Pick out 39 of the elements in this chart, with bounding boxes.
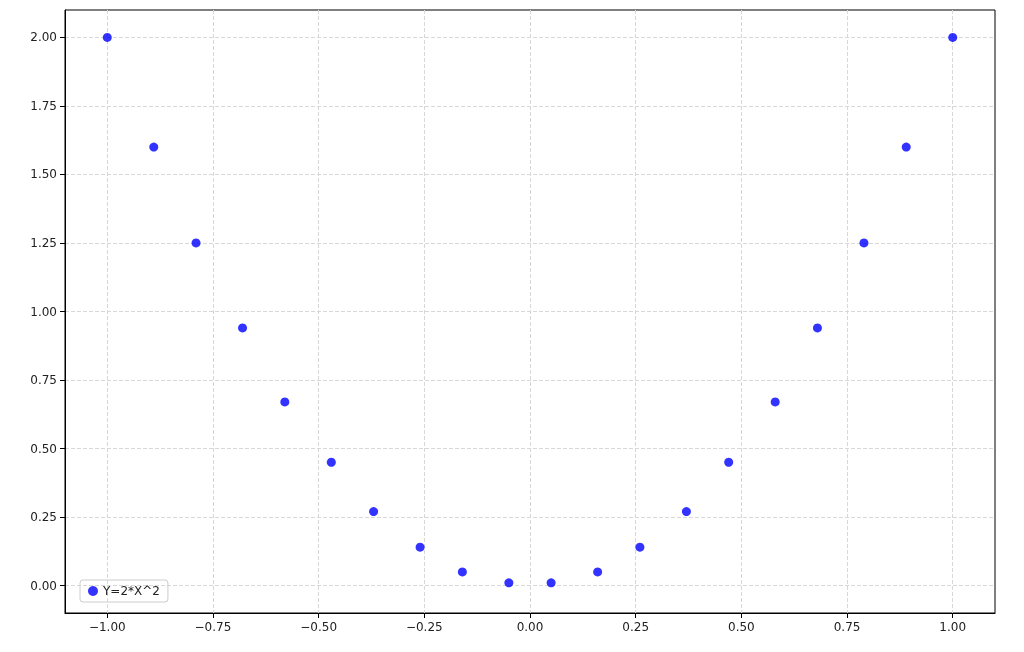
y-tick-label: 1.00: [30, 304, 57, 319]
point: [859, 238, 869, 248]
y-tick-label: 1.50: [30, 167, 57, 182]
point: [191, 238, 201, 248]
point: [238, 323, 248, 333]
x-tick-label: −0.75: [194, 620, 232, 634]
y-tick-label: 2.00: [30, 30, 57, 45]
point: [415, 542, 425, 552]
x-tick-label: 0.25: [622, 620, 650, 634]
x-tick-label: −0.50: [300, 620, 338, 634]
x-tick-label: 0.50: [728, 620, 755, 634]
point: [369, 507, 379, 517]
point: [546, 578, 556, 588]
point: [681, 507, 691, 517]
x-tick-label: 0.75: [833, 620, 861, 634]
point: [770, 397, 780, 407]
y-tick-label: 0.00: [30, 578, 57, 593]
y-tick-label: 1.25: [30, 235, 57, 250]
x-tick-label: −1.00: [88, 620, 126, 634]
point: [280, 397, 290, 407]
y-tick-label: 0.25: [30, 510, 57, 525]
y-tick-label: 1.75: [30, 98, 57, 113]
y-tick-label: 0.75: [30, 373, 57, 388]
point: [812, 323, 822, 333]
point: [326, 457, 336, 467]
point: [948, 32, 958, 42]
x-tick-label: 1.00: [939, 620, 967, 634]
point: [504, 578, 514, 588]
point: [102, 32, 112, 42]
point: [457, 567, 467, 577]
x-tick-label: 0.00: [516, 620, 544, 634]
point: [149, 142, 159, 152]
legend-label: Y=2*X^2: [102, 584, 160, 598]
point: [901, 142, 911, 152]
point: [635, 542, 645, 552]
x-tick-label: −0.25: [405, 620, 443, 634]
y-tick-label: 0.50: [30, 441, 57, 456]
point: [724, 457, 734, 467]
point: [593, 567, 603, 577]
